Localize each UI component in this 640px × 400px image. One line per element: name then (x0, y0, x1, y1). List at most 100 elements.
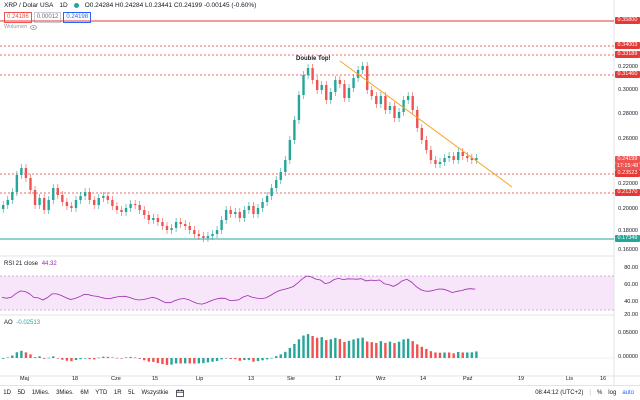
candle-body (425, 140, 428, 150)
candle-body (61, 195, 64, 202)
time-axis[interactable]: Maj 18 Cze 15 Lip 13 Sie 17 Wrz 14 Paź 1… (0, 376, 614, 386)
price-axis[interactable]: 0.35800 0.34003 0.33189 0.22000 0.31460 … (614, 0, 640, 376)
candle-body (143, 210, 146, 215)
trendline[interactable] (339, 60, 513, 188)
ao-bar (334, 337, 337, 358)
timeframe-5d[interactable]: 5D (17, 390, 26, 396)
timeframe-all[interactable]: Wszystkie (141, 390, 169, 396)
trade-buttons: 0.24186 0.00012 0.24198 (4, 12, 92, 23)
rsi-line (1, 275, 476, 305)
market-status-icon (73, 3, 79, 8)
candle-body (47, 200, 50, 210)
candle-body (111, 200, 114, 206)
ao-bar (256, 358, 260, 362)
candle-body (434, 160, 437, 164)
candle-body (375, 96, 378, 104)
candle-body (234, 212, 237, 214)
ao-bar (147, 358, 150, 362)
ao-bar (284, 351, 287, 358)
ao-bar (197, 358, 201, 364)
price-tick: 0.18000 (618, 228, 638, 234)
ao-bar (88, 358, 91, 360)
candle-body (311, 68, 314, 80)
time-tick: 15 (152, 376, 159, 382)
candle-body (83, 192, 87, 196)
timeframe-1y[interactable]: 1R (113, 390, 122, 396)
timeframe-1m[interactable]: 1Mies. (31, 390, 50, 396)
log-toggle[interactable]: log (608, 390, 617, 396)
current-price-tag: 0.24199 (615, 156, 640, 163)
candle-body (461, 152, 464, 156)
ao-bar (106, 356, 110, 358)
candle-body (306, 68, 310, 75)
ao-bar (406, 338, 410, 358)
candle-body (293, 120, 296, 140)
ao-bar (416, 344, 419, 358)
ao-bar (375, 343, 378, 358)
candle-body (124, 208, 128, 212)
ao-bar (397, 341, 401, 358)
ao-bar (83, 358, 87, 359)
candle-body (79, 196, 82, 200)
volume-label[interactable]: Wolumen (4, 24, 28, 30)
percent-toggle[interactable]: % (596, 390, 603, 396)
sell-button[interactable]: 0.24186 (4, 12, 32, 23)
spread-value: 0.00012 (33, 12, 62, 23)
timeframe-5y[interactable]: 5L (128, 390, 135, 396)
ao-bar (129, 356, 132, 358)
date-range-icon[interactable] (175, 389, 184, 397)
candle-body (297, 95, 301, 120)
timeframe-6m[interactable]: 6M (80, 390, 89, 396)
candle-body (470, 158, 474, 160)
ao-bar (138, 358, 141, 359)
ao-bar (193, 358, 196, 364)
clock[interactable]: 08:44:12 (UTC+2) (535, 390, 584, 396)
candle-body (475, 158, 478, 160)
ao-bar (152, 358, 155, 362)
symbol-title[interactable]: XRP / Dolar USA (4, 2, 54, 9)
ao-bar (443, 352, 446, 358)
candle-body (211, 234, 214, 236)
interval-label[interactable]: 1D (59, 2, 68, 9)
ao-bar (466, 352, 469, 358)
time-tick: Cze (111, 376, 121, 382)
ao-bar (438, 352, 442, 358)
level-tag: 0.31460 (615, 71, 640, 78)
auto-toggle[interactable]: auto (622, 390, 634, 396)
ao-bar (220, 358, 223, 360)
level-tag: 0.17349 (615, 235, 640, 242)
timeframe-ytd[interactable]: YTD (95, 390, 108, 396)
candle-body (102, 196, 105, 198)
candle-body (165, 226, 169, 230)
ao-bar (11, 355, 14, 358)
candle-body (447, 156, 451, 158)
candle-body (379, 96, 383, 104)
ao-label[interactable]: AO (4, 320, 13, 326)
rsi-band (0, 276, 614, 310)
candle-body (56, 188, 59, 195)
rsi-label[interactable]: RSI 21 close (4, 261, 39, 267)
candle-body (275, 180, 278, 188)
candle-body (42, 198, 46, 210)
eye-icon[interactable] (30, 24, 38, 30)
candle-body (343, 84, 346, 98)
timeframe-1d[interactable]: 1D (3, 390, 11, 396)
timeframe-3m[interactable]: 3Mies. (56, 390, 74, 396)
candle-body (279, 172, 282, 180)
buy-button[interactable]: 0.24198 (63, 12, 92, 23)
price-tick: 0.26000 (618, 136, 638, 142)
rsi-tick: 60.00 (624, 282, 638, 288)
chart-annotation[interactable]: Double Top! (296, 56, 331, 62)
candle-body (265, 196, 269, 202)
time-tick: Wrz (376, 376, 386, 382)
candle-body (170, 228, 173, 230)
ao-bar (475, 351, 478, 358)
ao-bar (429, 351, 433, 358)
ao-bar (388, 341, 392, 358)
candle-body (438, 162, 442, 164)
candle-body (197, 234, 201, 236)
horizontal-levels (0, 20, 614, 240)
price-tick: 0.20000 (618, 206, 638, 212)
ao-bar (238, 358, 241, 361)
